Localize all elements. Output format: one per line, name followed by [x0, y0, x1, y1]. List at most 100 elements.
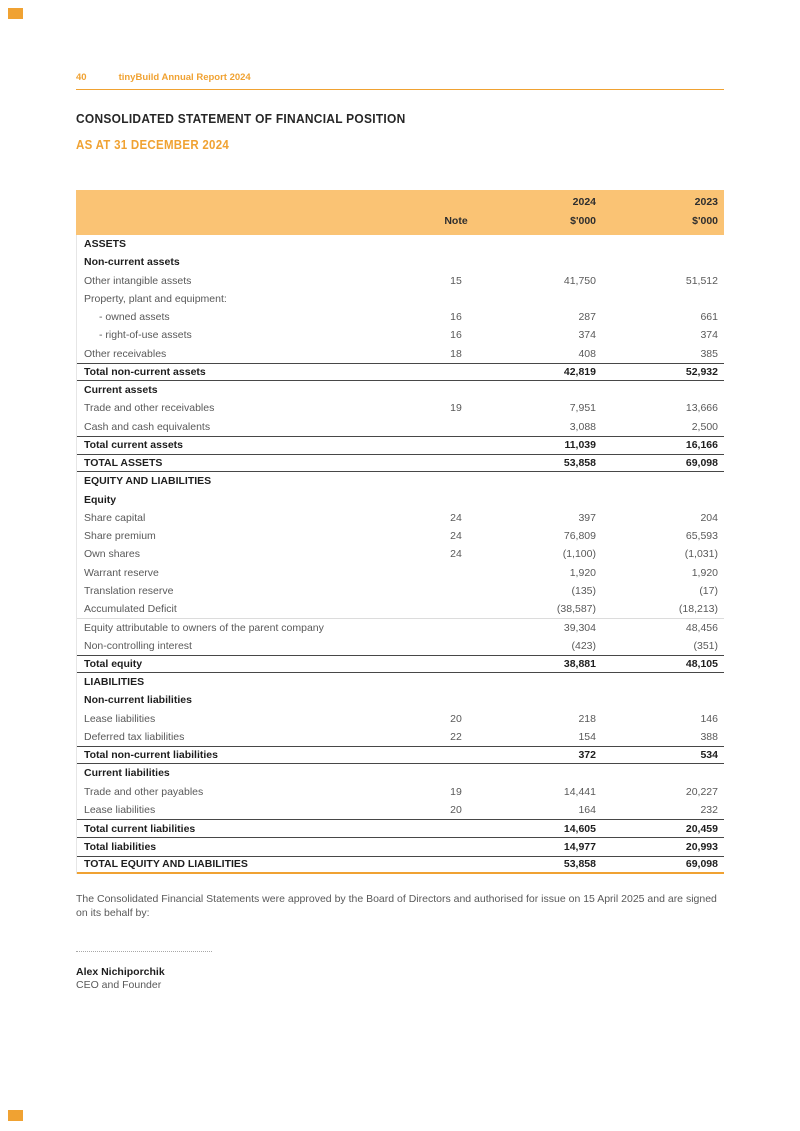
table-row: Accumulated Deficit (38,587) (18,213)	[77, 600, 724, 618]
row-label: - owned assets	[99, 311, 170, 324]
table-row: Own shares 24 (1,100) (1,031)	[77, 545, 724, 563]
table-row: - right-of-use assets 16 374 374	[77, 326, 724, 344]
approval-text: The Consolidated Financial Statements we…	[76, 893, 717, 919]
row-value-2023: 204	[700, 511, 718, 524]
row-value-2024: 7,951	[569, 402, 596, 415]
page-header: 40 tinyBuild Annual Report 2024	[76, 72, 724, 83]
row-label: - right-of-use assets	[99, 329, 192, 342]
row-label: Current liabilities	[84, 767, 170, 780]
table-row: Lease liabilities 20 164 232	[77, 801, 724, 819]
row-value-2024: 53,858	[563, 858, 596, 871]
report-title: tinyBuild Annual Report 2024	[118, 72, 251, 83]
row-label: Non-controlling interest	[84, 639, 192, 652]
row-note: 20	[450, 803, 462, 816]
row-note: 22	[450, 730, 462, 743]
table-row: Total current assets 11,039 16,166	[77, 435, 724, 454]
row-value-2024: 41,750	[563, 274, 596, 287]
row-value-2024: (135)	[571, 584, 596, 597]
row-value-2024: 374	[578, 329, 596, 342]
table-row: Total non-current assets 42,819 52,932	[77, 362, 724, 381]
row-value-2024: 287	[578, 311, 596, 324]
row-label: Trade and other payables	[84, 785, 204, 798]
row-label: Total non-current assets	[84, 365, 206, 378]
row-note: 18	[450, 347, 462, 360]
row-note: 19	[450, 402, 462, 415]
table-row: TOTAL EQUITY AND LIABILITIES 53,858 69,098	[77, 855, 724, 874]
table-row: Other intangible assets 15 41,750 51,512	[77, 272, 724, 290]
header-rule	[76, 89, 724, 90]
table-row: Total liabilities 14,977 20,993	[77, 837, 724, 855]
table-row: Non-current assets	[77, 253, 724, 271]
row-value-2024: (423)	[571, 639, 596, 652]
table-row: Total non-current liabilities 372 534	[77, 746, 724, 765]
row-label: Total equity	[84, 657, 143, 670]
row-value-2024: (38,587)	[556, 603, 596, 616]
table-row: Total current liabilities 14,605 20,459	[77, 819, 724, 837]
row-label: Property, plant and equipment:	[84, 292, 227, 305]
row-value-2023: 2,500	[691, 420, 718, 433]
row-value-2024: 164	[578, 803, 596, 816]
row-value-2024: 11,039	[564, 439, 596, 452]
row-label: Total liabilities	[84, 840, 157, 853]
row-value-2024: 76,809	[563, 530, 596, 543]
table-row: LIABILITIES	[77, 673, 724, 691]
row-note: 20	[450, 712, 462, 725]
row-value-2023: 48,456	[685, 621, 718, 634]
row-label: Other receivables	[84, 347, 167, 360]
row-value-2024: 397	[578, 511, 596, 524]
row-value-2023: 69,098	[685, 457, 718, 470]
row-value-2023: 661	[700, 311, 718, 324]
row-value-2023: 374	[700, 329, 718, 342]
row-value-2023: 16,166	[685, 439, 718, 452]
signatory-title: CEO and Founder	[76, 979, 162, 991]
page-number: 40	[76, 72, 87, 83]
table-row: - owned assets 16 287 661	[77, 308, 724, 326]
table-row: Trade and other payables 19 14,441 20,227	[77, 783, 724, 801]
table-row: Share capital 24 397 204	[77, 509, 724, 527]
row-note: 16	[450, 329, 462, 342]
row-label: LIABILITIES	[84, 676, 145, 689]
row-value-2023: 232	[700, 803, 718, 816]
table-row: Current assets	[77, 381, 724, 399]
row-label: Equity	[84, 493, 117, 506]
table-row: Share premium 24 76,809 65,593	[77, 527, 724, 545]
row-label: Non-current assets	[84, 256, 180, 269]
table-row: Deferred tax liabilities 22 154 388	[77, 728, 724, 746]
row-value-2024: 1,920	[569, 566, 596, 579]
row-note: 24	[450, 511, 462, 524]
row-value-2024: 218	[578, 712, 596, 725]
statement-title: CONSOLIDATED STATEMENT OF FINANCIAL POSI…	[76, 111, 406, 126]
row-value-2023: 385	[700, 347, 718, 360]
table-row: Property, plant and equipment:	[77, 290, 724, 308]
row-label: Lease liabilities	[84, 712, 156, 725]
table-header: 2024 2023 Note $'000 $'000	[76, 190, 724, 235]
table-header-row-years: 2024 2023	[76, 192, 718, 211]
row-value-2024: 14,605	[563, 822, 596, 835]
row-label: Deferred tax liabilities	[84, 730, 185, 743]
row-value-2023: 69,098	[685, 858, 718, 871]
table-row: Equity	[77, 491, 724, 509]
table-body: ASSETS Non-current assets Other intangible…	[76, 235, 724, 874]
row-label: ASSETS	[84, 238, 127, 251]
corner-mark-bottom	[8, 1110, 23, 1121]
row-label: TOTAL ASSETS	[84, 457, 163, 470]
table-row: Translation reserve (135) (17)	[77, 582, 724, 600]
row-value-2023: 51,512	[685, 274, 718, 287]
table-row: Other receivables 18 408 385	[77, 345, 724, 363]
corner-mark-top	[8, 8, 23, 19]
table-row: Lease liabilities 20 218 146	[77, 710, 724, 728]
row-label: Cash and cash equivalents	[84, 420, 211, 433]
row-value-2023: (1,031)	[684, 548, 718, 561]
table-row: EQUITY AND LIABILITIES	[77, 472, 724, 490]
financial-position-table: 2024 2023 Note $'000 $'000 ASSETS Non-cur…	[76, 190, 724, 874]
row-value-2023: 20,227	[685, 785, 718, 798]
statement-subtitle: AS AT 31 DECEMBER 2024	[76, 138, 230, 152]
row-value-2023: 388	[700, 730, 718, 743]
column-header-unit-2024: $'000	[570, 214, 596, 227]
row-value-2024: 408	[578, 347, 596, 360]
table-row: TOTAL ASSETS 53,858 69,098	[77, 454, 724, 473]
row-label: Equity attributable to owners of the par…	[84, 621, 324, 634]
row-label: Non-current liabilities	[84, 694, 192, 707]
table-row: Total equity 38,881 48,105	[77, 654, 724, 673]
